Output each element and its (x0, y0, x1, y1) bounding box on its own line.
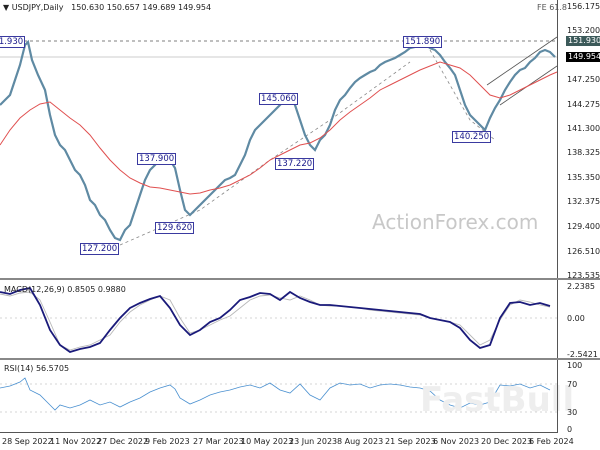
date-tick: 8 Aug 2023 (337, 437, 384, 446)
rsi-tick: 70 (567, 380, 578, 389)
annotation-127200: 127.200 (80, 243, 120, 255)
rsi-line (0, 377, 551, 411)
moving-average (0, 61, 558, 195)
ohlc-values: 150.630 150.657 149.689 149.954 (71, 3, 212, 12)
panel-separator[interactable] (0, 278, 600, 280)
rsi-tick: 100 (567, 361, 583, 370)
panel-separator[interactable] (0, 358, 600, 360)
axis-border (0, 432, 558, 433)
annotation-140250: 140.250 (452, 131, 492, 143)
macd-label: MACD(12,26,9) 0.8505 0.9880 (4, 285, 126, 294)
price-series (0, 39, 556, 242)
annotation-137900: 137.900 (137, 153, 177, 165)
price-tick: 138.325 (567, 148, 600, 157)
date-tick: 6 Feb 2024 (529, 437, 574, 446)
date-tick: 20 Dec 2023 (481, 437, 533, 446)
price-panel[interactable] (0, 0, 558, 278)
annotation-145060: 145.060 (259, 93, 299, 105)
chart-header: ▼ USDJPY,Daily 150.630 150.657 149.689 1… (3, 3, 211, 12)
price-tick: 153.200 (567, 26, 600, 35)
date-tick: 10 May 2023 (241, 437, 294, 446)
price-tick: 132.375 (567, 197, 600, 206)
annotation-137220: 137.220 (275, 158, 315, 170)
price-tick: 144.275 (567, 100, 600, 109)
date-tick: 6 Nov 2023 (433, 437, 480, 446)
price-tick: 126.510 (567, 247, 600, 256)
channel-upper (486, 36, 558, 86)
date-tick: 11 Nov 2022 (50, 437, 102, 446)
macd-tick: -2.5421 (567, 350, 598, 359)
current-price-tag: 149.954 (566, 52, 600, 62)
macd-tick: 2.2385 (567, 282, 595, 291)
annotation-129620: 129.620 (155, 222, 195, 234)
watermark-fastbull: FastBull (420, 380, 575, 420)
date-tick: 21 Sep 2023 (385, 437, 436, 446)
rsi-tick: 0 (567, 425, 573, 434)
macd-panel[interactable] (0, 280, 558, 358)
price-tick: 129.400 (567, 222, 600, 231)
symbol-label: USDJPY,Daily (11, 3, 64, 12)
date-tick: 9 Feb 2023 (145, 437, 190, 446)
trendline (119, 61, 411, 246)
macd-tick: 0.00 (567, 314, 585, 323)
rsi-tick: 30 (567, 408, 578, 417)
rsi-label: RSI(14) 56.5705 (4, 364, 70, 373)
dropdown-icon[interactable]: ▼ (3, 3, 10, 12)
level-price-tag: 151.930 (566, 36, 600, 46)
price-tick: 135.350 (567, 173, 600, 182)
price-tick: 123.535 (567, 271, 600, 280)
macd-line (0, 286, 551, 353)
trendline-2 (429, 49, 496, 141)
date-tick: 27 Mar 2023 (193, 437, 244, 446)
date-tick: 27 Dec 2022 (97, 437, 149, 446)
price-tick: 147.250 (567, 75, 600, 84)
watermark-actionforex: ActionForex.com (372, 210, 539, 234)
fib-label: FE 61.8 (537, 3, 568, 12)
price-tick: 156.175 (567, 2, 600, 11)
date-tick: 28 Sep 2022 (2, 437, 53, 446)
annotation-151890: 151.890 (403, 36, 443, 48)
date-tick: 23 Jun 2023 (289, 437, 338, 446)
price-tick: 141.300 (567, 124, 600, 133)
annotation-151930-left: 151.930 (0, 36, 26, 48)
rsi-panel[interactable] (0, 360, 558, 432)
